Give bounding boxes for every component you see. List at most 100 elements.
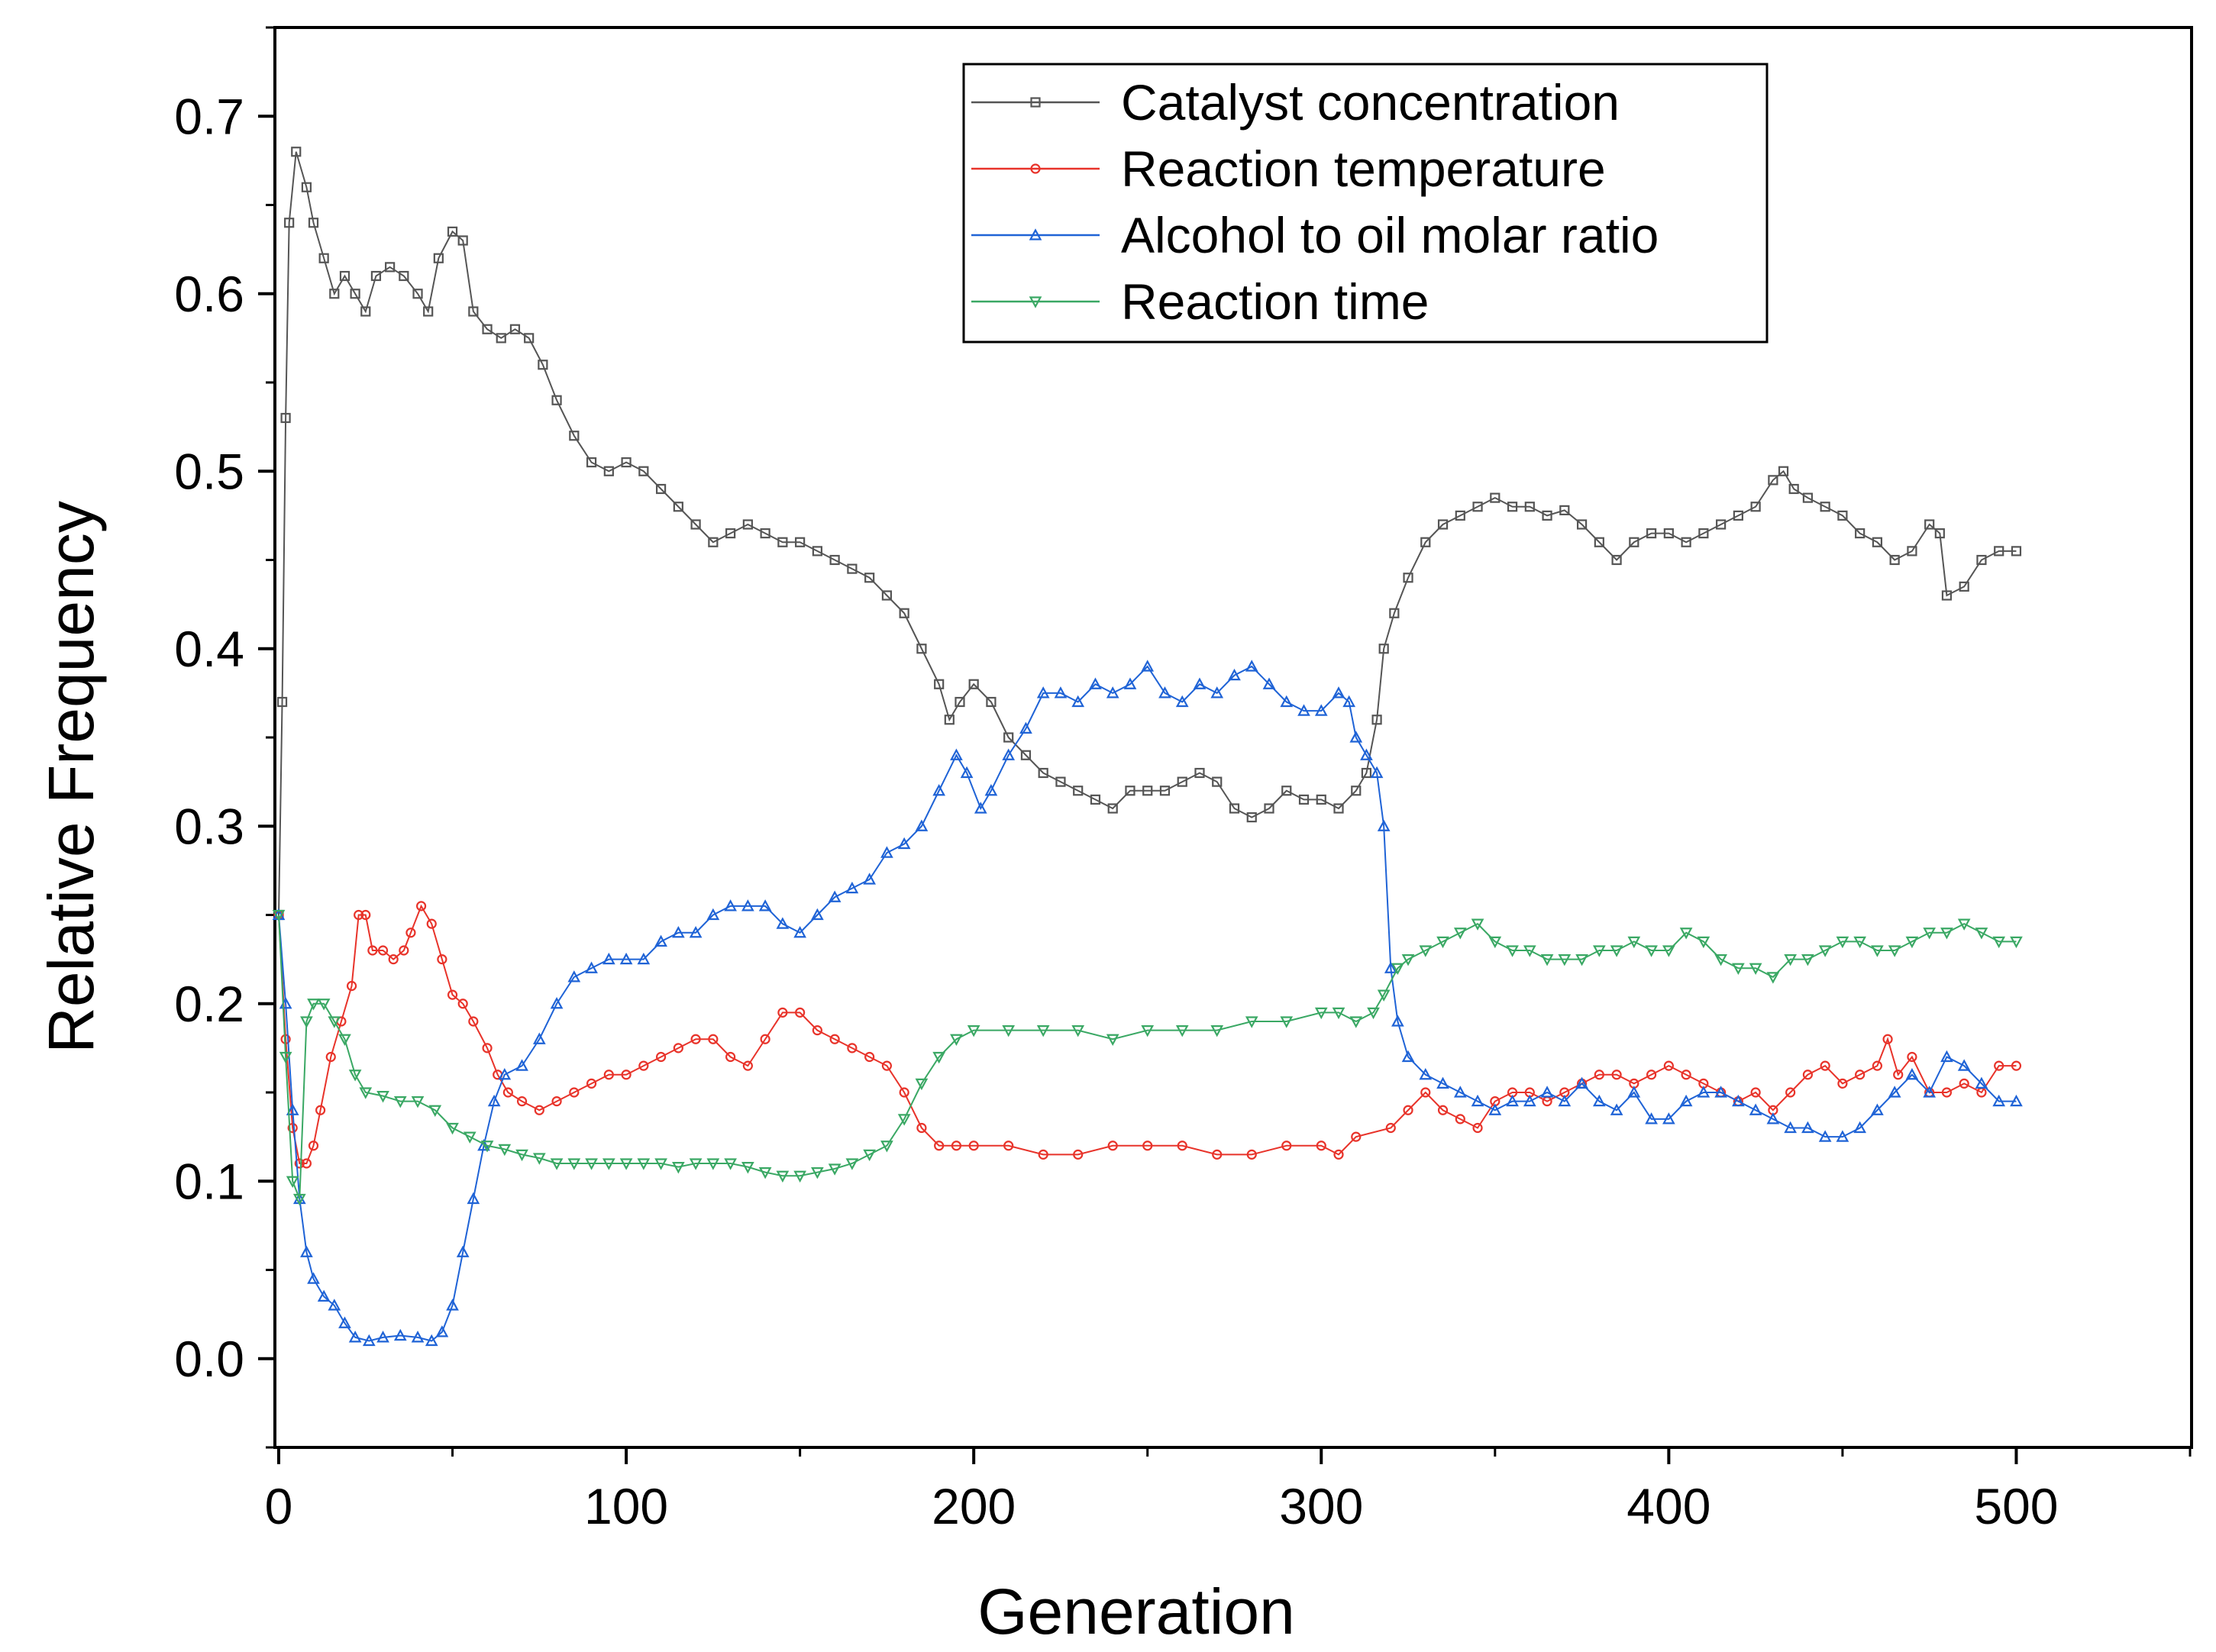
data-point — [1245, 1016, 1258, 1028]
data-point — [897, 1114, 911, 1126]
data-point — [864, 1051, 875, 1063]
data-point — [1627, 1086, 1641, 1098]
data-point — [881, 1060, 893, 1071]
data-point — [2011, 1060, 2022, 1071]
data-point — [1472, 502, 1483, 512]
data-point — [1610, 945, 1623, 957]
data-point — [1820, 1060, 1830, 1071]
x-tick-label: 400 — [1626, 1478, 1710, 1534]
y-tick-label: 0.7 — [174, 88, 244, 144]
data-point — [1106, 1034, 1119, 1047]
data-point — [1332, 1007, 1345, 1020]
data-point — [1507, 502, 1518, 512]
data-point — [934, 1141, 945, 1151]
data-point — [2010, 936, 2023, 949]
data-point — [1391, 1015, 1404, 1027]
data-point — [847, 1043, 858, 1053]
data-point — [1594, 537, 1604, 547]
data-point — [1351, 786, 1362, 796]
data-point — [1697, 1086, 1710, 1098]
x-axis-ticks: 0 100 200 300 400 500 — [265, 1447, 2192, 1534]
data-point — [944, 715, 955, 725]
data-point — [811, 1167, 824, 1179]
data-point — [829, 1034, 840, 1044]
y-axis-ticks: 0.0 0.1 0.2 0.3 0.4 0.5 0.6 0.7 — [174, 26, 275, 1449]
data-point — [437, 954, 447, 965]
data-point — [1019, 721, 1032, 734]
data-point — [426, 918, 437, 929]
data-point — [1036, 686, 1050, 699]
data-point — [777, 1007, 788, 1018]
data-point — [1855, 1070, 1866, 1080]
data-point — [654, 1158, 667, 1170]
data-point — [1855, 528, 1866, 539]
data-point — [899, 608, 909, 618]
x-tick-label: 100 — [584, 1478, 668, 1534]
data-point — [463, 1131, 476, 1144]
data-point — [1391, 963, 1404, 976]
data-point — [1662, 945, 1675, 957]
data-point — [1158, 686, 1171, 699]
data-point — [1820, 502, 1830, 512]
data-point — [828, 1163, 841, 1176]
data-point — [307, 999, 320, 1011]
data-point — [724, 1158, 737, 1170]
data-point — [1177, 776, 1187, 787]
data-point — [1361, 767, 1372, 779]
data-point — [376, 1331, 389, 1343]
data-point — [515, 1149, 528, 1162]
data-point — [393, 1096, 407, 1108]
data-point — [1246, 812, 1257, 823]
data-point — [967, 1025, 980, 1037]
data-point — [1957, 1059, 1971, 1071]
data-point — [742, 519, 753, 530]
data-point — [1889, 554, 1900, 566]
data-point — [509, 324, 521, 334]
data-point — [516, 1096, 528, 1107]
data-point — [1905, 1067, 1919, 1080]
data-point — [1420, 537, 1431, 547]
data-point — [1888, 945, 1901, 957]
data-point — [317, 1289, 331, 1302]
data-point — [706, 908, 720, 921]
data-point — [433, 253, 444, 263]
data-point — [468, 306, 479, 317]
data-point — [1784, 954, 1797, 966]
data-point — [1453, 1086, 1467, 1098]
data-point — [637, 1158, 651, 1170]
data-point — [1629, 537, 1639, 547]
data-point — [984, 783, 998, 796]
data-point — [1472, 1122, 1483, 1134]
data-point — [1175, 1025, 1189, 1037]
data-point — [1923, 1086, 1937, 1098]
data-point — [1610, 1103, 1623, 1115]
data-point — [1524, 502, 1535, 512]
data-point — [1732, 963, 1745, 976]
data-point — [480, 1141, 494, 1153]
data-point — [725, 528, 736, 539]
data-point — [300, 1245, 313, 1257]
data-point — [655, 1051, 667, 1063]
data-point — [287, 1122, 298, 1134]
data-point — [1575, 1076, 1588, 1089]
data-point — [706, 1158, 720, 1170]
data-point — [1592, 1094, 1606, 1107]
data-point — [758, 1167, 772, 1179]
data-point — [1882, 1034, 1893, 1044]
data-point — [708, 1034, 719, 1044]
data-point — [1888, 1086, 1901, 1098]
data-point — [412, 289, 423, 299]
data-point — [346, 980, 357, 992]
data-point — [1054, 686, 1068, 699]
data-point — [1679, 1094, 1693, 1107]
data-point — [399, 270, 409, 282]
data-point — [405, 928, 416, 938]
data-point — [1907, 546, 1917, 557]
legend-entry: Catalyst concentration — [971, 74, 1620, 131]
data-point — [338, 1316, 351, 1328]
data-point — [897, 837, 911, 850]
data-point — [1594, 1070, 1604, 1080]
data-point — [1784, 1121, 1797, 1134]
data-point — [399, 945, 409, 956]
data-point — [812, 1025, 822, 1036]
